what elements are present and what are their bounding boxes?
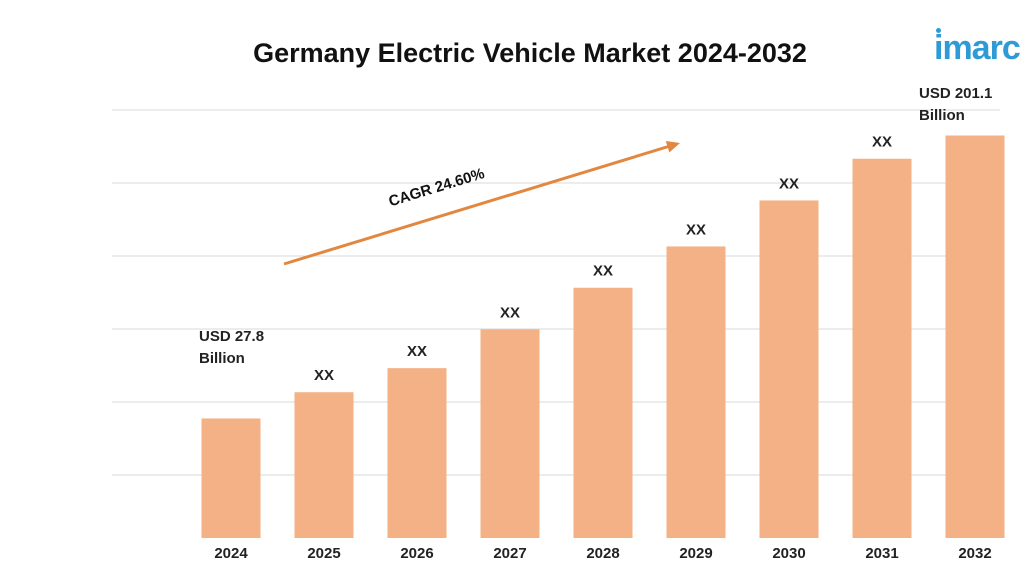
bar-2024	[201, 418, 261, 538]
bar-2030	[759, 200, 819, 538]
bars	[201, 135, 1005, 539]
data-label: XX	[872, 134, 892, 151]
data-label: XX	[686, 221, 706, 238]
data-label: XX	[500, 304, 520, 321]
logo-dot-icon	[936, 28, 941, 33]
data-label: XX	[314, 367, 334, 384]
data-label: XX	[593, 263, 613, 280]
cagr-arrow-head-icon	[665, 141, 680, 153]
annotation-first-line: Billion	[199, 350, 245, 367]
bar-2029	[666, 246, 726, 538]
bar-2025	[294, 392, 354, 538]
x-tick-label: 2028	[586, 545, 619, 562]
labels: 2024 2025 XX 2026 XX 2027 XX 2028 XX 2029 XX 2030 XX…	[199, 85, 992, 562]
imarc-logo: imarc	[934, 28, 1024, 68]
x-tick-label: 2027	[493, 545, 526, 562]
x-tick-label: 2024	[214, 545, 248, 562]
x-tick-label: 2031	[865, 545, 898, 562]
x-tick-label: 2030	[772, 545, 805, 562]
bar-2026	[387, 368, 447, 538]
annotation-last-line: USD 201.1	[919, 85, 992, 102]
x-tick-label: 2025	[307, 545, 340, 562]
bar-2032	[945, 135, 1005, 538]
chart-title: Germany Electric Vehicle Market 2024-203…	[253, 38, 807, 68]
bar-2028	[573, 287, 633, 538]
bar-2027	[480, 329, 540, 538]
bar-2031	[852, 158, 912, 539]
data-label: XX	[407, 343, 427, 360]
x-tick-label: 2029	[679, 545, 712, 562]
cagr-arrow-group: CAGR 24.60%	[283, 141, 680, 266]
data-label: XX	[779, 175, 799, 192]
x-tick-label: 2026	[400, 545, 433, 562]
annotation-first-line: USD 27.8	[199, 328, 264, 345]
cagr-arrow-shaft	[283, 144, 671, 266]
annotation-last-line: Billion	[919, 107, 965, 124]
logo-text: imarc	[934, 29, 1021, 67]
cagr-label: CAGR 24.60%	[387, 165, 487, 210]
x-tick-label: 2032	[958, 545, 991, 562]
